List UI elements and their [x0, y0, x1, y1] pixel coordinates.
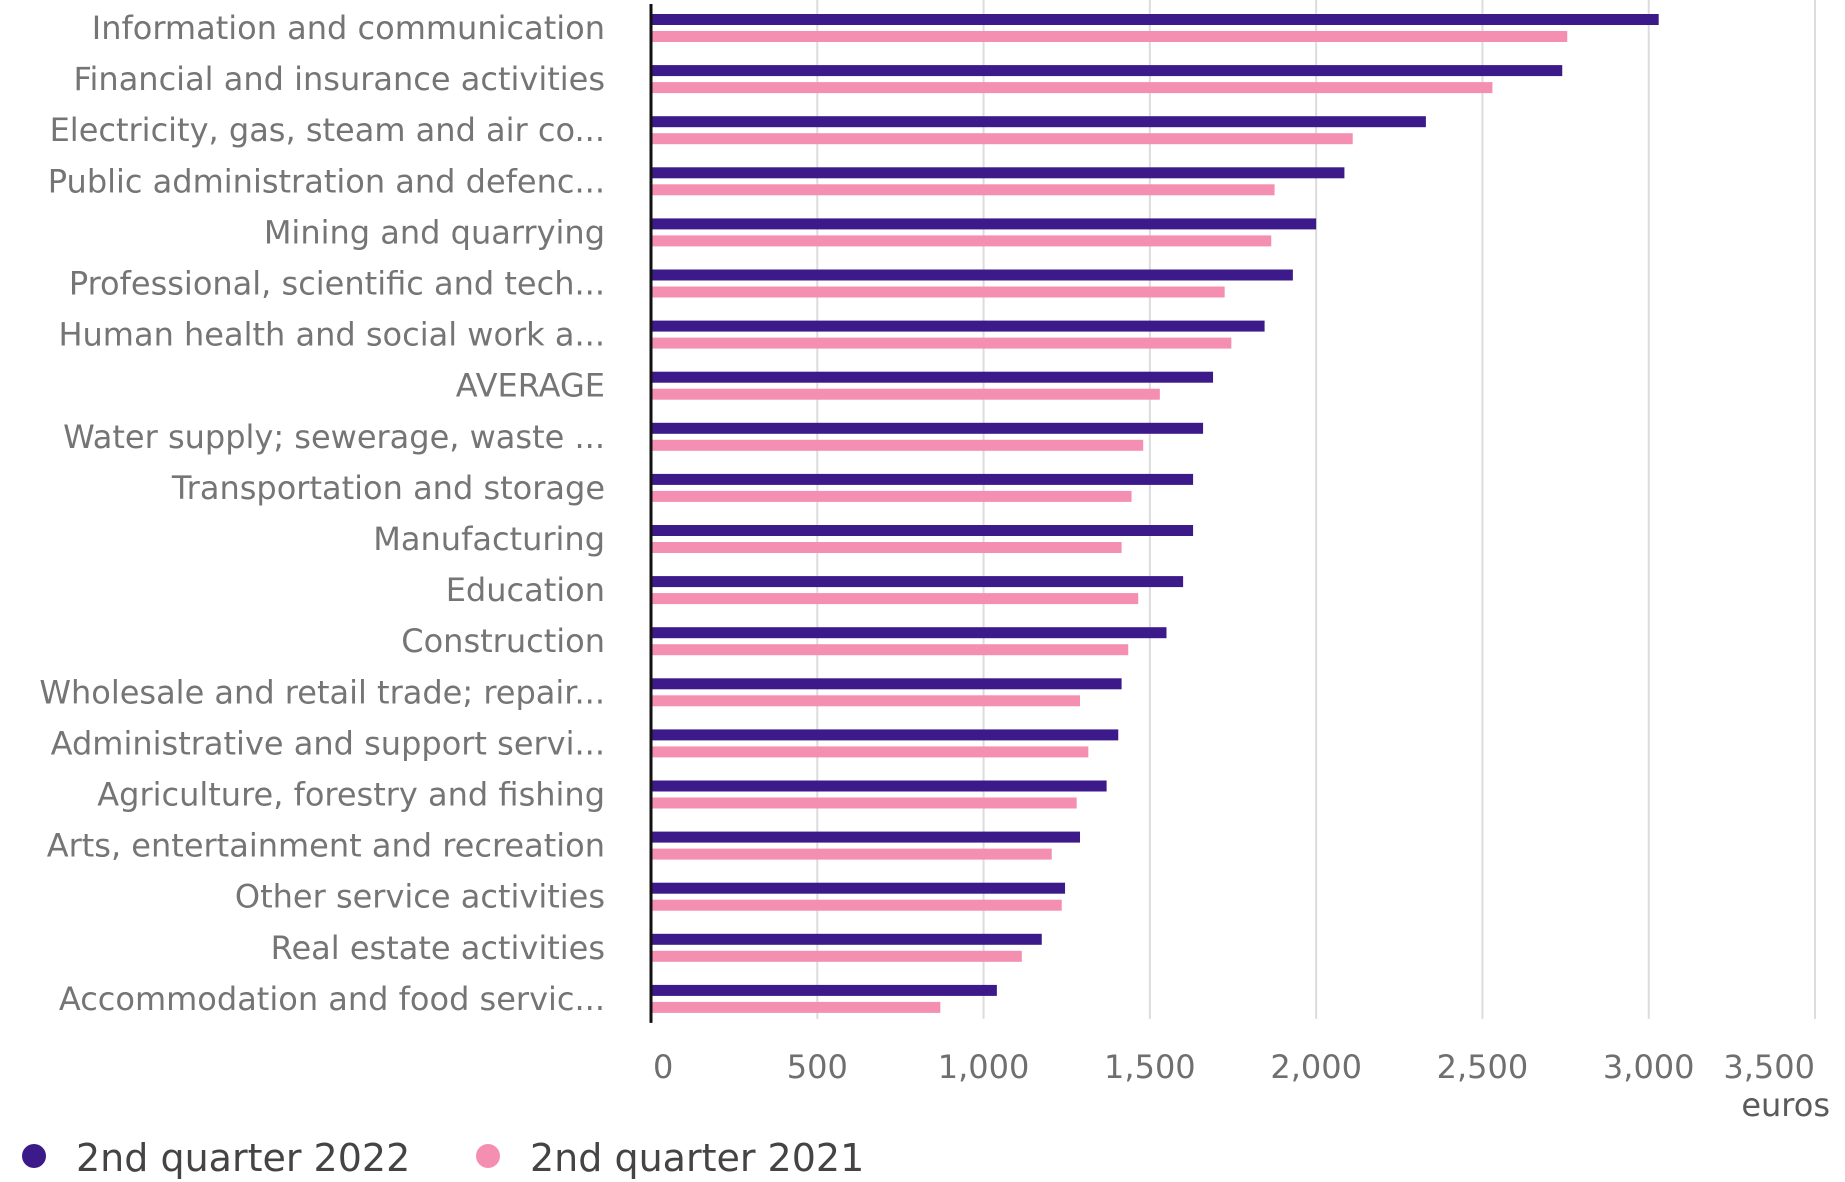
- bar-2022: [651, 729, 1119, 741]
- x-tick-label: 3,000: [1603, 1048, 1695, 1086]
- x-tick-label: 3,500: [1723, 1048, 1815, 1086]
- bar-2021: [651, 695, 1081, 707]
- legend-marker-2022: [22, 1144, 46, 1168]
- gridlines: [816, 0, 1816, 1019]
- bar-2022: [651, 627, 1167, 639]
- bar-2022: [651, 422, 1204, 434]
- bar-2022: [651, 167, 1345, 179]
- x-tick-label: 0: [653, 1048, 673, 1086]
- category-label: Accommodation and food servic...: [59, 980, 605, 1018]
- bar-2022: [651, 116, 1426, 128]
- bar-2022: [651, 320, 1265, 332]
- legend: 2nd quarter 2022 2nd quarter 2021: [22, 1136, 864, 1180]
- bar-2022: [651, 831, 1081, 843]
- x-axis-ticks: 0 500 1,000 1,500 2,000 2,500 3,000 3,500: [653, 1048, 1815, 1086]
- category-label: Real estate activities: [271, 929, 605, 967]
- bar-2021: [651, 797, 1077, 809]
- category-labels: Information and communication Financial a…: [39, 9, 605, 1018]
- category-label: Professional, scientific and tech...: [69, 265, 605, 303]
- bar-2021: [651, 235, 1272, 247]
- bar-2022: [651, 576, 1184, 588]
- bars: [651, 14, 1659, 1013]
- bar-2021: [651, 848, 1052, 860]
- category-label: Construction: [401, 622, 605, 660]
- bar-2022: [651, 473, 1194, 485]
- bar-2021: [651, 286, 1225, 298]
- category-label: Transportation and storage: [171, 469, 605, 507]
- category-label: Administrative and support servi...: [51, 724, 605, 762]
- x-tick-label: 1,000: [938, 1048, 1030, 1086]
- x-tick-label: 2,500: [1437, 1048, 1529, 1086]
- bar-2022: [651, 65, 1563, 77]
- category-label: Water supply; sewerage, waste ...: [63, 418, 605, 456]
- legend-label-2021: 2nd quarter 2021: [530, 1136, 864, 1180]
- bar-2021: [651, 337, 1232, 349]
- category-label: Other service activities: [235, 878, 605, 916]
- bar-2021: [651, 644, 1129, 656]
- x-tick-label: 1,500: [1104, 1048, 1196, 1086]
- category-label: Information and communication: [92, 9, 605, 47]
- legend-label-2022: 2nd quarter 2022: [76, 1136, 410, 1180]
- bar-2021: [651, 746, 1089, 758]
- x-tick-label: 2,000: [1270, 1048, 1362, 1086]
- bar-2021: [651, 82, 1493, 94]
- legend-marker-2021: [476, 1144, 500, 1168]
- category-label: Manufacturing: [373, 520, 605, 558]
- bar-2021: [651, 439, 1144, 451]
- bar-2022: [651, 14, 1659, 25]
- bar-2021: [651, 388, 1160, 400]
- bar-2021: [651, 184, 1275, 196]
- bar-2022: [651, 218, 1317, 230]
- bar-2021: [651, 1001, 941, 1013]
- bar-2021: [651, 950, 1022, 962]
- bar-2022: [651, 780, 1107, 792]
- bar-2022: [651, 984, 997, 996]
- category-label: Arts, entertainment and recreation: [47, 827, 605, 865]
- x-axis-unit-label: euros: [1741, 1086, 1830, 1124]
- x-tick-label: 500: [787, 1048, 848, 1086]
- category-label: Public administration and defenc...: [48, 162, 605, 200]
- bar-2022: [651, 678, 1122, 690]
- category-label: Mining and quarrying: [264, 213, 605, 251]
- bar-2022: [651, 882, 1066, 894]
- category-label: AVERAGE: [456, 367, 605, 405]
- category-label: Human health and social work a...: [58, 316, 605, 354]
- category-label: Financial and insurance activities: [73, 60, 605, 98]
- category-label: Agriculture, forestry and fishing: [97, 776, 605, 814]
- bar-2021: [651, 593, 1139, 605]
- bar-2022: [651, 933, 1042, 945]
- bar-2021: [651, 490, 1132, 502]
- bar-2021: [651, 31, 1568, 42]
- category-label: Electricity, gas, steam and air co...: [50, 111, 605, 149]
- category-label: Wholesale and retail trade; repair...: [39, 673, 605, 711]
- bar-2021: [651, 133, 1353, 145]
- category-label: Education: [446, 571, 605, 609]
- bar-2022: [651, 525, 1194, 536]
- bar-2021: [651, 899, 1062, 911]
- bar-2022: [651, 269, 1293, 281]
- bar-2021: [651, 542, 1122, 553]
- bar-2022: [651, 371, 1214, 383]
